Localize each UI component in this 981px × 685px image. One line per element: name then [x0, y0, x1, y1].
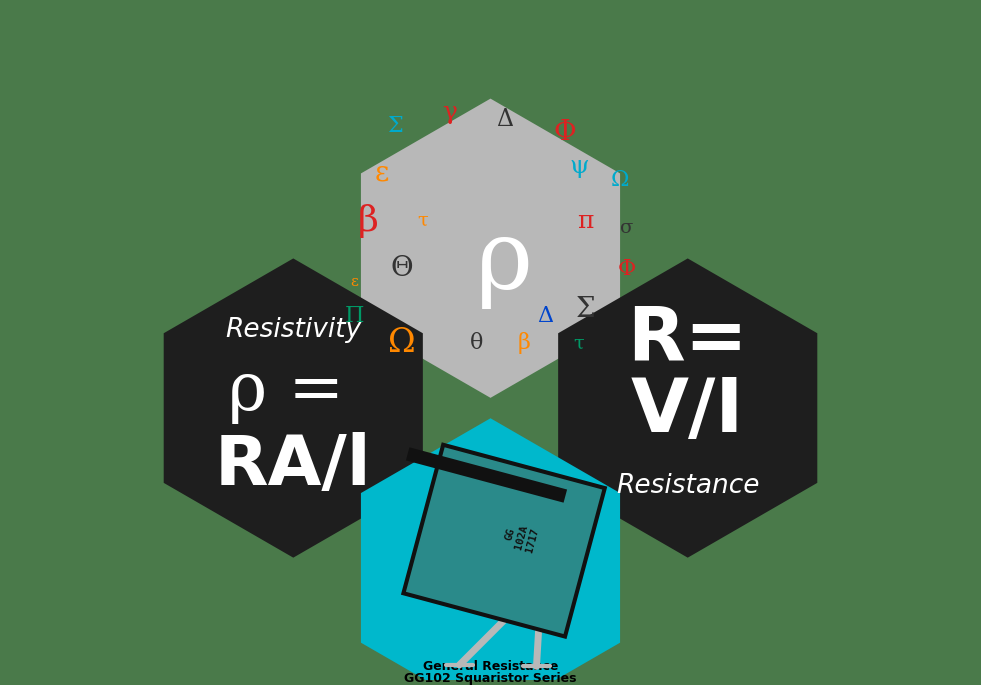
Text: GG
102A
1717: GG 102A 1717	[502, 521, 541, 553]
Text: Φ: Φ	[554, 119, 577, 146]
Polygon shape	[406, 447, 567, 503]
Text: τ: τ	[417, 212, 428, 230]
Text: Φ: Φ	[617, 258, 636, 279]
Text: Σ: Σ	[387, 115, 403, 137]
Text: β: β	[518, 332, 531, 354]
Text: R=: R=	[627, 303, 749, 377]
Text: GG102 Squaristor Series: GG102 Squaristor Series	[404, 671, 577, 684]
Text: ρ: ρ	[476, 215, 533, 309]
Text: τ: τ	[574, 334, 585, 353]
Text: σ: σ	[620, 219, 633, 237]
Text: ε: ε	[375, 160, 388, 187]
Polygon shape	[406, 447, 602, 634]
Text: β: β	[358, 204, 379, 238]
Text: ρ =: ρ =	[229, 358, 344, 424]
Text: Ω: Ω	[388, 327, 416, 360]
Polygon shape	[164, 258, 423, 558]
Text: ψ: ψ	[569, 155, 589, 178]
Text: Θ: Θ	[390, 255, 413, 282]
Text: Δ: Δ	[537, 306, 553, 327]
Text: Δ: Δ	[495, 108, 513, 131]
Text: RA/l: RA/l	[215, 432, 372, 499]
Text: θ: θ	[470, 332, 484, 354]
Polygon shape	[558, 258, 817, 558]
Polygon shape	[401, 443, 607, 639]
Text: V/I: V/I	[631, 375, 745, 448]
Text: General Resistance: General Resistance	[423, 660, 558, 673]
Polygon shape	[361, 419, 620, 685]
Text: Resistivity: Resistivity	[226, 317, 361, 342]
Polygon shape	[361, 99, 620, 398]
Text: ε: ε	[350, 275, 358, 289]
Text: Π: Π	[344, 306, 364, 327]
Text: Ω: Ω	[610, 169, 629, 191]
Text: Resistance: Resistance	[616, 473, 759, 499]
Text: Σ: Σ	[576, 296, 595, 323]
Text: γ: γ	[442, 101, 457, 124]
Text: π: π	[578, 210, 594, 232]
